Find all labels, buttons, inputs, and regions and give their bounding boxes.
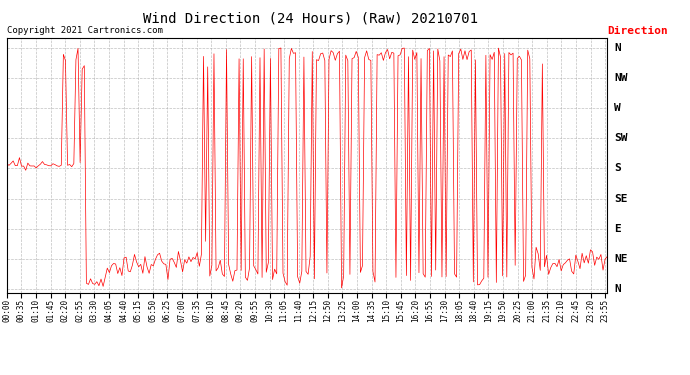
Text: Copyright 2021 Cartronics.com: Copyright 2021 Cartronics.com	[7, 26, 163, 35]
Text: S: S	[614, 164, 621, 173]
Text: N: N	[614, 284, 621, 294]
Text: NW: NW	[614, 73, 628, 83]
Text: SE: SE	[614, 194, 628, 204]
Text: W: W	[614, 103, 621, 113]
Text: Wind Direction (24 Hours) (Raw) 20210701: Wind Direction (24 Hours) (Raw) 20210701	[143, 11, 478, 25]
Text: E: E	[614, 224, 621, 234]
Text: SW: SW	[614, 133, 628, 143]
Text: Direction: Direction	[607, 26, 668, 36]
Text: NE: NE	[614, 254, 628, 264]
Text: N: N	[614, 43, 621, 52]
